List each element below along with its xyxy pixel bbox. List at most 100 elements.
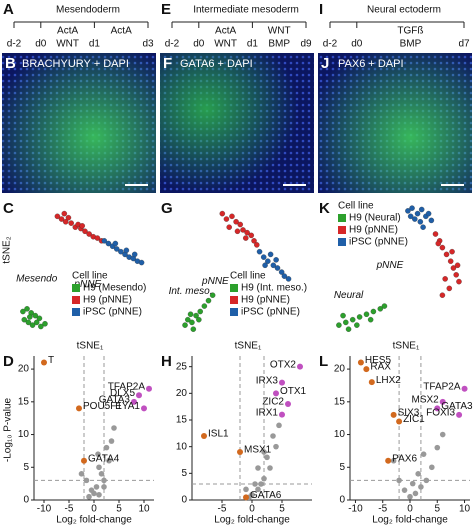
cluster-label: Mesendo: [16, 274, 58, 285]
tsne-point: [281, 273, 288, 279]
legend-swatch: [230, 308, 238, 316]
highlighted-gene: [279, 379, 285, 386]
gene-point: [101, 484, 107, 490]
gene-point: [83, 477, 90, 484]
tsne-point: [425, 210, 432, 217]
tsne-point: [453, 272, 459, 278]
tsne-point: [417, 219, 424, 225]
legend-label: H9 (pNNE): [349, 225, 398, 236]
tsne-point: [443, 251, 450, 258]
highlighted-gene: [201, 433, 207, 439]
gene-point: [106, 457, 112, 464]
panel-letter: A: [3, 1, 14, 18]
highlighted-gene: [131, 398, 137, 405]
x-axis-label: tSNE₁: [235, 341, 262, 352]
panel-letter: L: [319, 353, 328, 370]
gene-point: [412, 490, 419, 497]
gene-label: LHX2: [376, 375, 401, 386]
tsne-point: [105, 240, 112, 247]
gene-label: IRX1: [256, 407, 279, 418]
highlighted-gene: [141, 405, 147, 412]
tsne-point: [82, 228, 88, 235]
cluster-label: pNNE: [376, 260, 404, 271]
tsne-point: [201, 303, 208, 309]
gene-point: [415, 471, 421, 477]
x-tick-label: 0: [91, 504, 97, 515]
timeline-title: Intermediate mesoderm: [193, 5, 299, 16]
gene-point: [98, 471, 105, 477]
tsne-point: [349, 316, 356, 323]
gene-point: [93, 484, 100, 490]
x-axis-label: tSNE₁: [393, 341, 420, 352]
tsne-point: [442, 276, 448, 282]
legend-label: iPSC (pNNE): [349, 237, 408, 248]
gene-point: [243, 486, 249, 493]
tsne-point: [131, 251, 138, 258]
gene-point: [252, 481, 258, 487]
tsne-point: [65, 214, 72, 221]
tsne-point: [418, 206, 425, 213]
tsne-point: [193, 312, 199, 319]
tsne-point: [251, 238, 257, 244]
tsne-point: [29, 322, 36, 328]
legend-swatch: [338, 226, 346, 234]
image-label: BRACHYURY + DAPI: [22, 58, 129, 70]
gene-point: [409, 480, 416, 487]
panel-letter: C: [3, 200, 14, 217]
tsne-point: [345, 326, 352, 332]
x-tick-label: -10: [348, 504, 363, 515]
y-tick-label: 5: [339, 462, 345, 473]
tsne-point: [219, 210, 226, 217]
stage-label: ActA: [215, 26, 236, 37]
gene-point: [255, 465, 261, 471]
tsne-point: [21, 316, 28, 323]
stage-label: WNT: [268, 26, 291, 37]
gene-label: SIX3: [398, 408, 420, 419]
micrograph-signal: [318, 53, 472, 193]
legend-swatch: [72, 308, 80, 316]
y-tick-label: 0: [23, 495, 29, 506]
stage-label: BMP: [268, 39, 290, 50]
x-tick-label: -5: [65, 504, 74, 515]
gene-label: ZIC1: [403, 414, 425, 425]
gene-label: DLX5: [110, 388, 135, 399]
highlighted-gene: [297, 363, 303, 370]
gene-label: GATA4: [88, 453, 120, 464]
gene-point: [267, 465, 273, 471]
tsne-point: [354, 322, 360, 328]
y-tick-label: 25: [176, 361, 188, 372]
gene-point: [423, 477, 430, 484]
tsne-point: [278, 269, 285, 275]
gene-point: [86, 493, 92, 500]
gene-label: TFAP2A: [423, 381, 461, 392]
tsne-point: [209, 292, 216, 298]
highlighted-gene: [81, 457, 87, 464]
tsne-point: [240, 227, 246, 233]
tsne-point: [42, 321, 48, 327]
tsne-point: [432, 231, 439, 237]
highlighted-gene: [237, 449, 243, 455]
tsne-point: [101, 238, 108, 244]
legend-label: iPSC (pNNE): [83, 307, 142, 318]
gene-label: OTX2: [270, 359, 297, 370]
gene-point: [101, 477, 107, 484]
highlighted-gene: [357, 359, 364, 366]
legend-swatch: [230, 296, 238, 304]
highlighted-gene: [273, 390, 279, 397]
tsne-point: [363, 311, 370, 317]
tsne-point: [86, 231, 92, 237]
legend-title: Cell line: [338, 201, 374, 212]
day-label: d0: [35, 39, 47, 50]
y-tick-label: 20: [334, 364, 346, 375]
stage-label: TGFß: [397, 26, 423, 37]
highlighted-gene: [285, 401, 291, 407]
day-label: d0: [193, 39, 205, 50]
gene-point: [111, 425, 117, 431]
y-axis-label: tSNE₂: [2, 236, 13, 263]
tsne-point: [435, 240, 442, 247]
legend-label: H9 (Mesendo): [83, 283, 146, 294]
x-tick-label: -5: [378, 504, 387, 515]
gene-point: [396, 477, 402, 484]
tsne-point: [439, 292, 446, 298]
